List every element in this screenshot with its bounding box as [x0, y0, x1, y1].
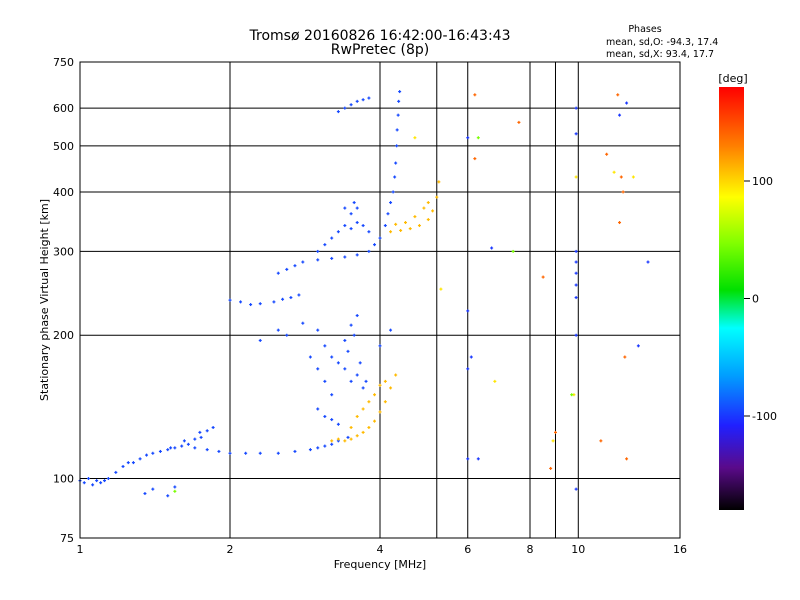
y-tick-label: 400 — [53, 186, 74, 199]
x-axis-label: Frequency [MHz] — [334, 558, 426, 571]
y-axis-label: Stationary phase Virtual Height [km] — [38, 199, 51, 401]
y-tick-label: 200 — [53, 329, 74, 342]
x-tick-label: 16 — [673, 543, 687, 556]
plot-frame — [79, 61, 681, 539]
axis-ticks: 1 2 4 6 8 10 16 75 100 200 300 400 500 600 750 — [53, 56, 687, 556]
y-tick-label: 500 — [53, 140, 74, 153]
colorbar-tick-label: -100 — [752, 410, 777, 423]
x-tick-label: 10 — [571, 543, 585, 556]
data-points — [78, 90, 650, 498]
x-tick-label: 6 — [464, 543, 471, 556]
x-tick-label: 2 — [227, 543, 234, 556]
x-tick-label: 1 — [77, 543, 84, 556]
chart-title: Tromsø 20160826 16:42:00-16:43:43 — [249, 28, 511, 44]
legend-line-x: mean, sd,X: 93.4, 17.7 — [606, 49, 714, 60]
colorbar-tick-label: 0 — [752, 293, 759, 306]
y-tick-label: 600 — [53, 102, 74, 115]
y-tick-label: 750 — [53, 56, 74, 69]
legend-title: Phases — [628, 24, 661, 35]
colorbar-label: [deg] — [718, 72, 747, 85]
x-tick-label: 4 — [377, 543, 384, 556]
y-tick-label: 75 — [60, 532, 74, 545]
chart-subtitle: RwPretec (8p) — [331, 42, 429, 58]
legend-line-o: mean, sd,O: -94.3, 17.4 — [606, 37, 718, 48]
colorbar-tick-label: 100 — [752, 175, 773, 188]
colorbar-ticks: 100 0 -100 — [744, 175, 777, 423]
y-tick-label: 300 — [53, 245, 74, 258]
x-tick-label: 8 — [527, 543, 534, 556]
gridlines — [80, 62, 680, 538]
y-tick-label: 100 — [53, 473, 74, 486]
colorbar — [719, 87, 744, 510]
